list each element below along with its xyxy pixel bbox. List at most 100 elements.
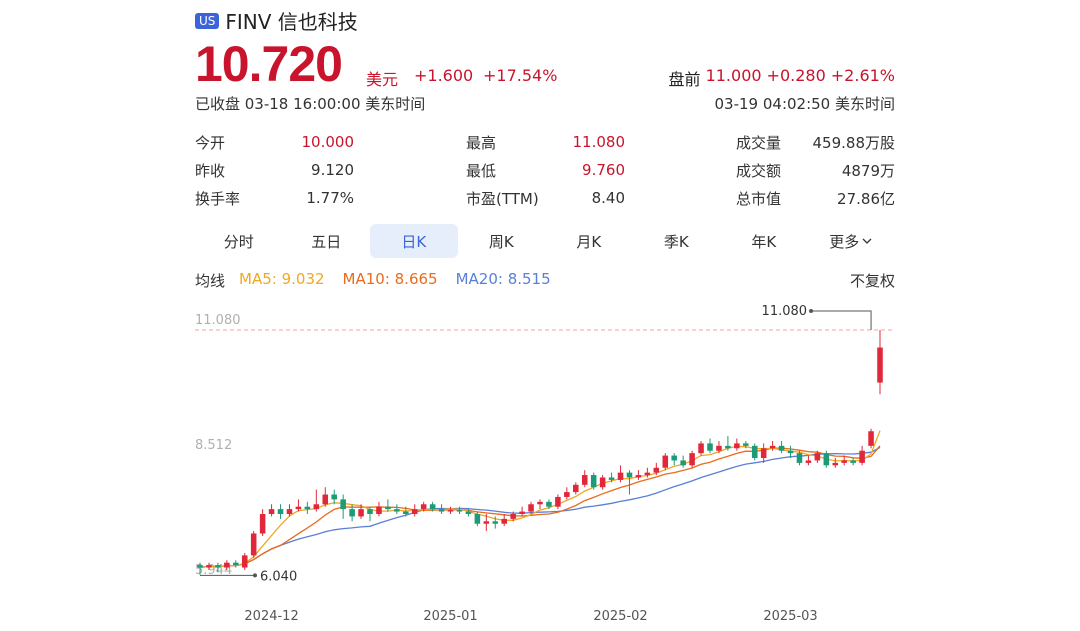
candle-body [429,504,436,510]
tab-5[interactable]: 季K [633,224,721,258]
candle-body [501,518,507,524]
candle-body [868,431,874,446]
candle-body [769,445,776,449]
tab-label: 更多 [829,232,860,251]
price-change-pct: +17.54% [483,66,558,85]
chevron-down-icon [862,238,872,244]
candle-body [537,501,543,505]
ma-legend-label: 均线 [195,272,226,290]
candle-body [626,472,633,478]
stat-value: 27.86亿 [837,189,895,208]
candle-body [277,509,284,514]
candle-body [474,513,481,524]
stat-label: 市盈(TTM) [466,189,539,208]
stat-value: 8.40 [591,189,625,207]
candle-body [411,509,418,514]
y-tick-label: 11.080 [195,313,241,328]
stat-value: 4879万 [841,161,895,180]
low-marker-dot [253,573,257,578]
candle-body [206,565,212,568]
stat-row: 今开 10.000 [195,128,354,156]
ma20-value: MA20: 8.515 [455,270,551,288]
high-marker-dot [809,309,814,313]
stat-label: 最高 [466,133,497,152]
candle-body [224,562,230,568]
premarket-time: 03-19 04:02:50 美东时间 [714,95,896,113]
premarket-price: 11.000 [705,66,762,85]
candle-body [662,455,669,468]
candle-body [259,513,266,534]
ma10-line [199,445,881,569]
candle-body [313,504,320,510]
candle-body [859,450,865,463]
candle-body [456,510,463,512]
candle-body [716,445,722,451]
candle-body [492,521,499,524]
candle-body [268,509,275,514]
candle-body [787,450,794,454]
price-change: +1.600 [414,66,474,85]
x-tick-label: 2024-12 [244,609,298,624]
candle-body [358,509,364,517]
stat-label: 今开 [195,133,226,152]
chart-period-tabs: 分时 五日 日K 周K 月K 季K 年K 更多 [195,224,895,258]
candle-body [483,521,490,524]
candle-body [778,445,785,451]
candle-body [599,477,606,488]
tab-label: 季K [663,232,689,251]
stat-label: 成交额 [736,161,782,180]
candle-body [367,509,373,514]
ma10-value: MA10: 8.665 [342,270,438,288]
candle-body [850,460,856,463]
candle-body [725,445,731,449]
stat-row: 市盈(TTM) 8.40 [466,184,625,212]
ma5-line [199,430,881,569]
candle-body [528,504,534,512]
candle-body [877,347,883,383]
tab-label: 分时 [223,232,254,251]
stat-row: 最低 9.760 [466,156,625,184]
stat-value: 459.88万股 [812,133,896,152]
y-tick-label: 8.512 [195,438,232,453]
candle-body [590,475,597,488]
candle-body [465,511,472,514]
candle-body [644,472,651,476]
current-price: 10.720 [195,36,343,92]
high-marker-line [811,310,872,330]
tab-1[interactable]: 五日 [283,224,371,258]
tab-0[interactable]: 分时 [195,224,283,258]
tab-2[interactable]: 日K [370,224,458,258]
candle-body [653,467,660,473]
candle-body [286,509,293,514]
candle-body [796,453,803,463]
premarket-pct: +2.61% [830,66,895,85]
candle-body [295,506,302,510]
stock-header: US FINV 信也科技 [195,6,358,35]
candle-body [564,492,570,497]
candle-body [510,513,516,519]
candle-body [805,460,812,463]
adjust-mode-toggle[interactable]: 不复权 [849,272,895,290]
candle-body [823,453,830,466]
candle-body [376,506,382,514]
candle-body [707,443,713,451]
stat-row: 最高 11.080 [466,128,625,156]
candle-body [617,472,624,480]
candle-body [680,460,686,466]
tab-label: 年K [751,232,777,251]
stat-row: 总市值 27.86亿 [736,184,895,212]
stock-title: FINV 信也科技 [225,10,358,34]
tab-4[interactable]: 月K [545,224,633,258]
stat-row: 成交额 4879万 [736,156,895,184]
stat-label: 成交量 [736,133,782,152]
tab-7[interactable]: 更多 [808,224,896,258]
candle-body [322,494,329,505]
tab-6[interactable]: 年K [720,224,808,258]
candle-body [447,510,454,512]
low-marker-label: 6.040 [260,569,297,584]
candle-body [743,443,749,446]
candle-body [751,445,758,459]
tab-3[interactable]: 周K [458,224,546,258]
candle-body [340,499,346,510]
